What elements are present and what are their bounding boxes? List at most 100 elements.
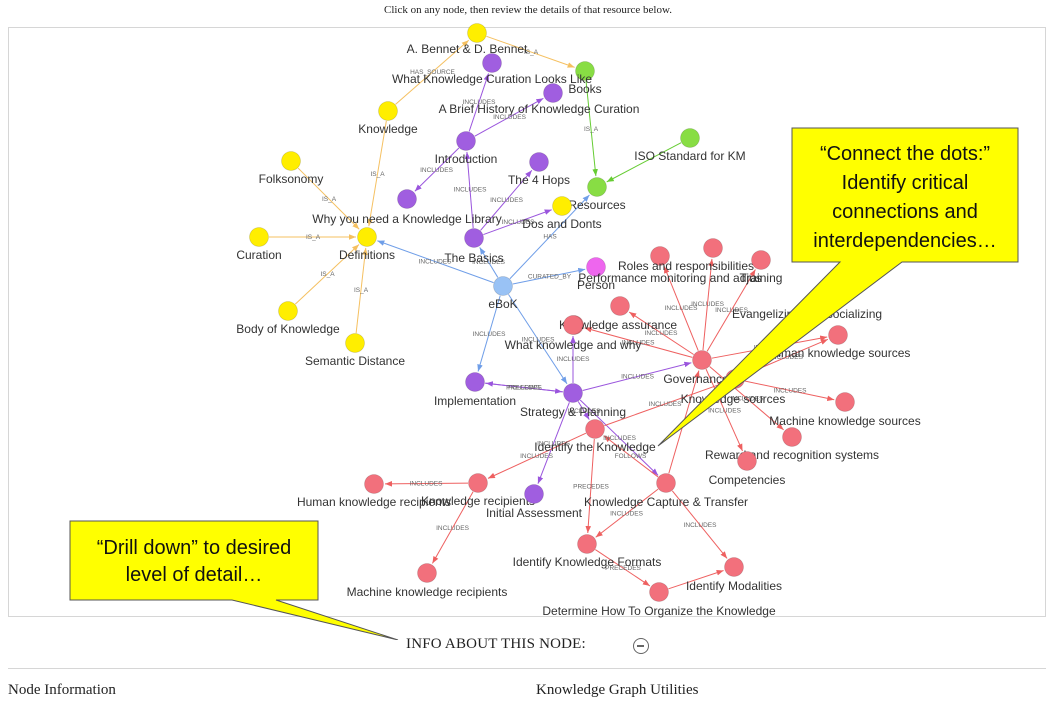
edge-label: INCLUDES — [493, 114, 527, 121]
node-circle[interactable] — [464, 228, 484, 248]
node-identify-modalities[interactable]: Identify Modalities — [686, 557, 782, 594]
node-circle[interactable] — [610, 296, 630, 316]
node-circle[interactable] — [552, 196, 572, 216]
node-circle[interactable] — [692, 350, 712, 370]
node-circle[interactable] — [737, 451, 757, 471]
node-identify-formats[interactable]: Identify Knowledge Formats — [513, 534, 662, 570]
node-brief-history[interactable]: A Brief History of Knowledge Curation — [439, 83, 640, 117]
node-circle[interactable] — [417, 563, 437, 583]
node-circle[interactable] — [649, 582, 669, 602]
node-circle[interactable] — [575, 61, 595, 81]
node-circle[interactable] — [378, 101, 398, 121]
node-human-sources[interactable]: Human knowledge sources — [766, 325, 911, 361]
node-label: Dos and Donts — [522, 217, 601, 231]
node-determine-organize[interactable]: Determine How To Organize the Knowledge — [542, 582, 776, 619]
node-circle[interactable] — [563, 383, 583, 403]
node-training[interactable]: Training — [703, 238, 783, 286]
node-ebok[interactable]: eBoK — [488, 276, 518, 312]
node-circle[interactable] — [397, 189, 417, 209]
node-circle[interactable] — [281, 151, 301, 171]
node-circle[interactable] — [278, 301, 298, 321]
edge-introduction-why-library — [414, 147, 460, 192]
node-circle[interactable] — [543, 83, 563, 103]
node-definitions[interactable]: Definitions — [339, 227, 395, 263]
node-label: Knowledge assurance — [559, 318, 677, 332]
node-circle[interactable] — [703, 238, 723, 258]
node-circle[interactable] — [524, 484, 544, 504]
node-machine-recipients[interactable]: Machine knowledge recipients — [347, 563, 508, 600]
node-circle[interactable] — [482, 53, 502, 73]
node-machine-sources[interactable]: Machine knowledge sources — [769, 392, 921, 429]
node-identify-knowledge[interactable]: Identify the Knowledge — [534, 419, 656, 455]
edge-label: INCLUDES — [490, 197, 524, 204]
node-resources[interactable]: Resources — [568, 177, 626, 213]
node-circle[interactable] — [835, 392, 855, 412]
node-circle[interactable] — [456, 131, 476, 151]
node-folksonomy[interactable]: Folksonomy — [259, 151, 324, 187]
node-circle[interactable] — [586, 257, 606, 277]
node-strategy-planning[interactable]: Strategy & Planning — [520, 383, 626, 420]
node-the-basics[interactable]: The Basics — [444, 228, 504, 266]
node-label: What knowledge and why — [505, 338, 642, 352]
node-reward[interactable]: Reward and recognition systems — [705, 427, 879, 463]
node-iso-km[interactable]: ISO Standard for KM — [634, 128, 746, 164]
edge-label: IS_A — [320, 271, 335, 278]
edge-label: IS_A — [322, 196, 337, 203]
node-circle[interactable] — [751, 250, 771, 270]
node-books[interactable]: Books — [568, 61, 602, 97]
node-circle[interactable] — [467, 23, 487, 43]
node-circle[interactable] — [468, 473, 488, 493]
node-circle[interactable] — [357, 227, 377, 247]
node-label: Performance monitoring and adjus — [578, 271, 761, 285]
edge-governance-reward — [709, 366, 784, 431]
node-implementation[interactable]: Implementation — [434, 372, 516, 409]
node-what-knowledge-why[interactable]: What knowledge and why — [505, 315, 642, 353]
node-circle[interactable] — [587, 177, 607, 197]
node-governance[interactable]: Governance — [663, 350, 729, 387]
node-label: Identify Modalities — [686, 579, 782, 593]
node-circle[interactable] — [563, 315, 583, 335]
node-circle[interactable] — [656, 473, 676, 493]
node-competencies[interactable]: Competencies — [709, 451, 786, 488]
node-circle[interactable] — [364, 474, 384, 494]
collapse-icon[interactable] — [633, 638, 649, 654]
node-why-library[interactable]: Why you need a Knowledge Library — [312, 189, 502, 227]
node-circle[interactable] — [782, 427, 802, 447]
node-semantic-distance[interactable]: Semantic Distance — [305, 333, 405, 369]
node-introduction[interactable]: Introduction — [435, 131, 498, 167]
node-circle[interactable] — [249, 227, 269, 247]
node-human-recipients[interactable]: Human knowledge recipients — [297, 474, 451, 510]
node-circle[interactable] — [680, 128, 700, 148]
node-circle[interactable] — [529, 152, 549, 172]
edge-label: IS_A — [370, 171, 385, 178]
node-perf-monitoring[interactable]: Performance monitoring and adjus — [578, 271, 762, 316]
node-what-kc-looks-like[interactable]: What Knowledge Curation Looks Like — [392, 53, 592, 87]
node-dos-donts[interactable]: Dos and Donts — [522, 196, 602, 232]
edge-knowledge-recipients-human-recipients — [384, 481, 469, 487]
node-the-4-hops[interactable]: The 4 Hops — [508, 152, 570, 188]
node-circle[interactable] — [585, 419, 605, 439]
node-roles[interactable]: Roles and responsibilities — [618, 246, 754, 274]
node-knowledge-recipients[interactable]: Knowledge recipients — [421, 473, 535, 509]
edge-label: INCLUDES — [473, 331, 507, 338]
node-body-of-knowledge[interactable]: Body of Knowledge — [236, 301, 340, 337]
node-capture-transfer[interactable]: Knowledge Capture & Transfer — [584, 473, 748, 510]
node-person[interactable]: Person — [577, 257, 615, 293]
node-label: Implementation — [434, 394, 516, 408]
node-circle[interactable] — [493, 276, 513, 296]
node-curation[interactable]: Curation — [236, 227, 282, 263]
node-circle[interactable] — [650, 246, 670, 266]
node-initial-assessment[interactable]: Initial Assessment — [486, 484, 583, 521]
node-circle[interactable] — [465, 372, 485, 392]
node-circle[interactable] — [724, 557, 744, 577]
node-circle[interactable] — [577, 534, 597, 554]
node-circle[interactable] — [345, 333, 365, 353]
knowledge-graph[interactable]: HAS_SOURCEIS_AIS_AINCLUDESINCLUDESINCLUD… — [0, 0, 1056, 640]
edge-label: INCLUDES — [410, 481, 444, 488]
node-circle[interactable] — [828, 325, 848, 345]
node-a-bennet[interactable]: A. Bennet & D. Bennet — [407, 23, 528, 57]
node-knowledge[interactable]: Knowledge — [358, 101, 418, 137]
node-label: A Brief History of Knowledge Curation — [439, 102, 640, 116]
edge-label: IS_A — [584, 126, 599, 133]
